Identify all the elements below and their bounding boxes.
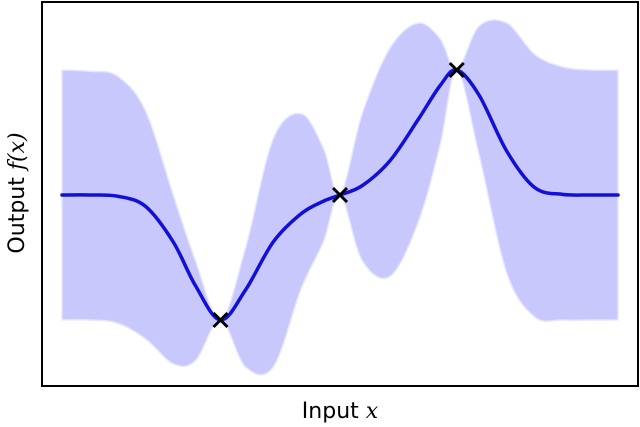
- y-axis-variable: f(x): [5, 132, 30, 172]
- x-axis-label: Input x: [302, 399, 379, 424]
- plot-area: [60, 19, 620, 376]
- observation-marker: [212, 311, 229, 329]
- plot-frame: [41, 1, 639, 387]
- observation-marker: [331, 186, 349, 204]
- x-axis-variable: x: [366, 399, 379, 424]
- confidence-band: [61, 19, 619, 376]
- y-axis-label: Output f(x): [5, 132, 30, 253]
- x-axis-label-text: Input: [302, 399, 359, 424]
- y-axis-label-text: Output: [5, 177, 30, 254]
- observation-marker: [448, 61, 465, 79]
